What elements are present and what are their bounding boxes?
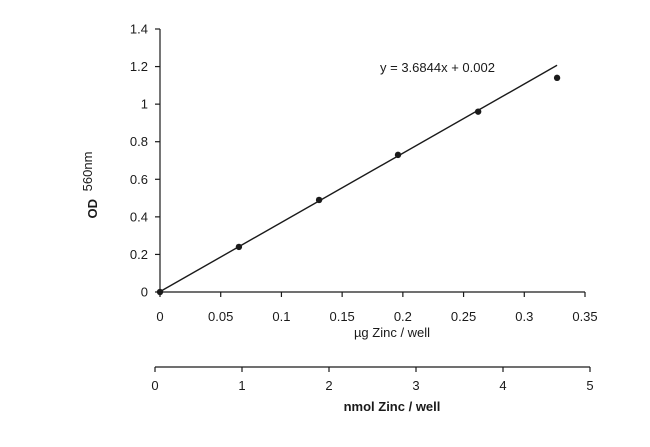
data-point <box>394 151 402 159</box>
x-tick-label: 0.25 <box>451 309 476 324</box>
x-axis-secondary: 0 1 2 3 4 5 <box>151 366 594 393</box>
y-tick-label: 0.4 <box>130 209 148 224</box>
y-tick-label: 1 <box>141 97 148 112</box>
trendline-equation: y = 3.6844x + 0.002 <box>380 60 495 75</box>
y-tick-label: 0.2 <box>130 247 148 262</box>
x-axis-primary: 0 0.05 0.1 0.15 0.2 0.25 0.3 0.35 <box>156 291 598 324</box>
x-tick-label: 0.35 <box>572 309 597 324</box>
x2-tick-label: 4 <box>499 378 506 393</box>
y-tick-label: 0.8 <box>130 134 148 149</box>
x-tick-label: 0.2 <box>394 309 412 324</box>
data-point <box>156 288 164 296</box>
x-tick-label: 0.1 <box>272 309 290 324</box>
x2-tick-label: 0 <box>151 378 158 393</box>
x2-tick-label: 5 <box>586 378 593 393</box>
y-axis-title: OD 560nm <box>80 152 100 219</box>
y-tick-label: 0 <box>141 285 148 300</box>
x2-tick-label: 2 <box>325 378 332 393</box>
data-point <box>474 108 482 115</box>
y-axis: 0 0.2 0.4 0.6 0.8 1 1.2 1.4 <box>130 22 161 300</box>
x2-tick-label: 3 <box>412 378 419 393</box>
data-point <box>235 243 243 251</box>
trendline <box>159 64 558 293</box>
y-tick-label: 0.6 <box>130 172 148 187</box>
x-tick-label: 0.3 <box>515 309 533 324</box>
y-tick-label: 1.2 <box>130 59 148 74</box>
x-tick-label: 0.15 <box>329 309 354 324</box>
data-point <box>553 74 561 82</box>
x2-tick-label: 1 <box>238 378 245 393</box>
x-axis-primary-title: µg Zinc / well <box>354 325 430 340</box>
x-axis-secondary-title: nmol Zinc / well <box>344 399 441 414</box>
x-tick-label: 0.05 <box>208 309 233 324</box>
data-points <box>156 74 561 296</box>
x-tick-label: 0 <box>156 309 163 324</box>
trendline-group <box>159 64 558 293</box>
data-point <box>315 196 323 204</box>
y-tick-label: 1.4 <box>130 22 148 37</box>
